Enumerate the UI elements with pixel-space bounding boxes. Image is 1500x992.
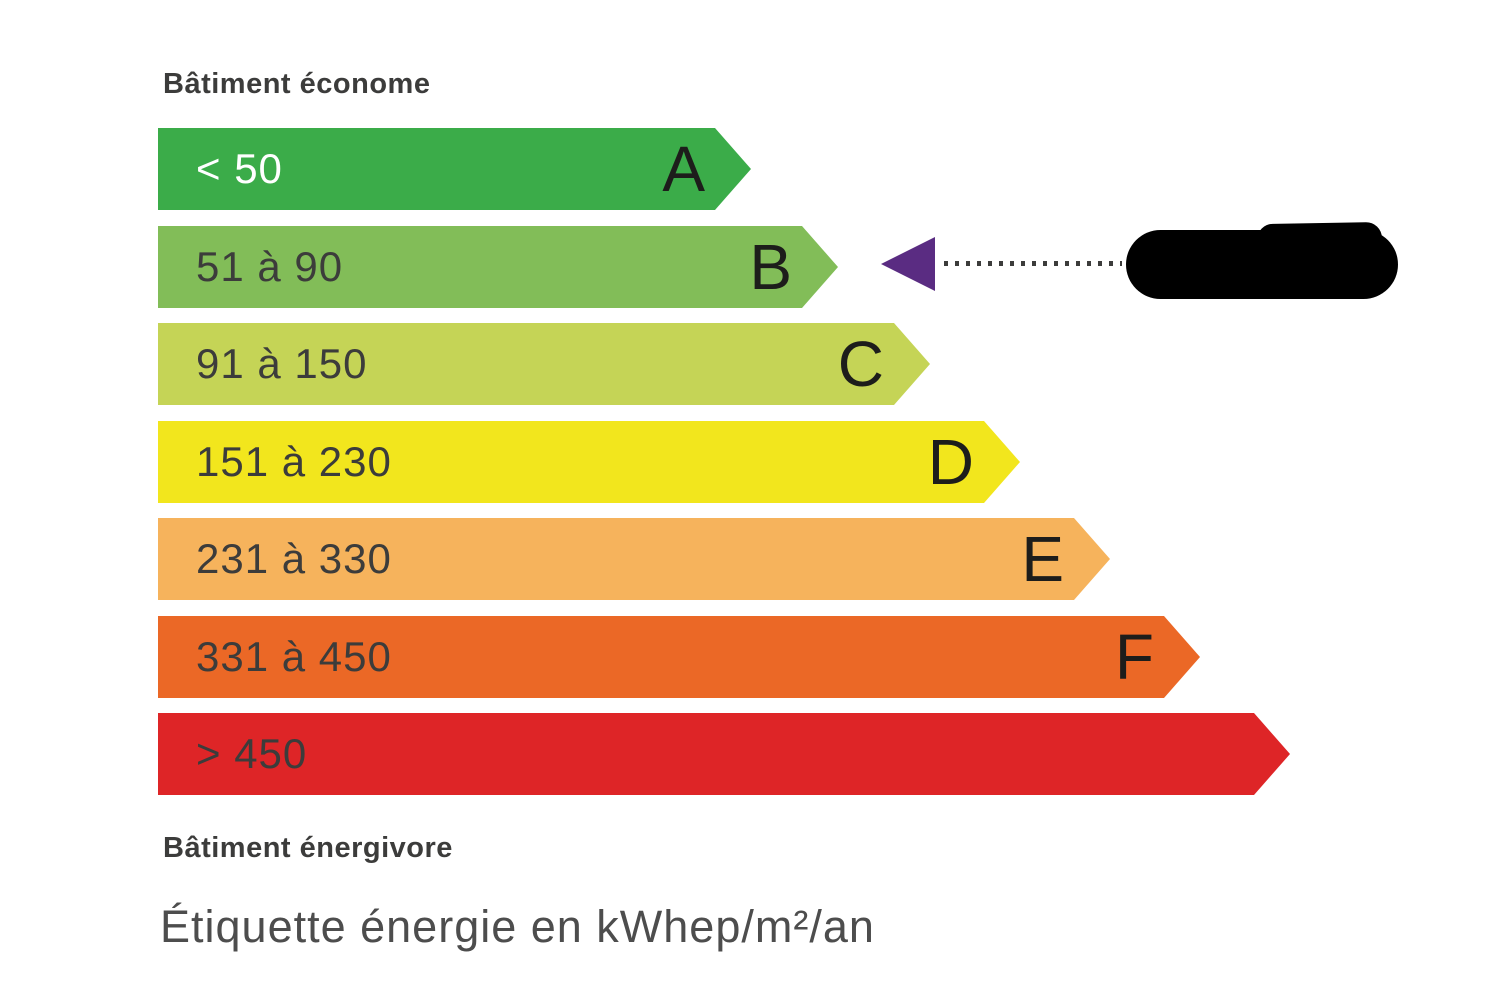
redacted-value-blob-bump [1256, 221, 1382, 257]
energy-range-c: 91 à 150 [196, 340, 368, 387]
energy-letter-d: D [927, 426, 974, 498]
energy-range-f: 331 à 450 [196, 633, 392, 680]
energy-bar-c: 91 à 150 C [158, 323, 930, 405]
caption-unit-label: Étiquette énergie en kWhep/m²/an [160, 901, 875, 952]
dotted-connector-line [944, 261, 1122, 266]
redacted-value-blob [1126, 221, 1398, 299]
energy-bar-f: 331 à 450 F [158, 616, 1200, 698]
energy-bar-e: 231 à 330 E [158, 518, 1110, 600]
energy-letter-c: C [837, 328, 884, 400]
energy-range-d: 151 à 230 [196, 438, 392, 485]
energy-bar-g: > 450 [158, 713, 1290, 795]
energy-range-a: < 50 [196, 145, 283, 192]
energy-letter-a: A [662, 133, 705, 205]
energy-bar-b: 51 à 90 B [158, 226, 838, 308]
energy-range-g: > 450 [196, 730, 308, 777]
energy-range-e: 231 à 330 [196, 535, 392, 582]
energy-range-b: 51 à 90 [196, 243, 344, 290]
selection-arrow-icon [881, 237, 935, 291]
energy-letter-f: F [1114, 621, 1154, 693]
energy-letter-b: B [749, 231, 792, 303]
energy-bar-a: < 50 A [158, 128, 751, 210]
energy-bar-d: 151 à 230 D [158, 421, 1020, 503]
scale-bottom-label: Bâtiment énergivore [163, 832, 453, 864]
energy-letter-e: E [1021, 523, 1064, 595]
scale-top-label: Bâtiment économe [163, 68, 431, 100]
